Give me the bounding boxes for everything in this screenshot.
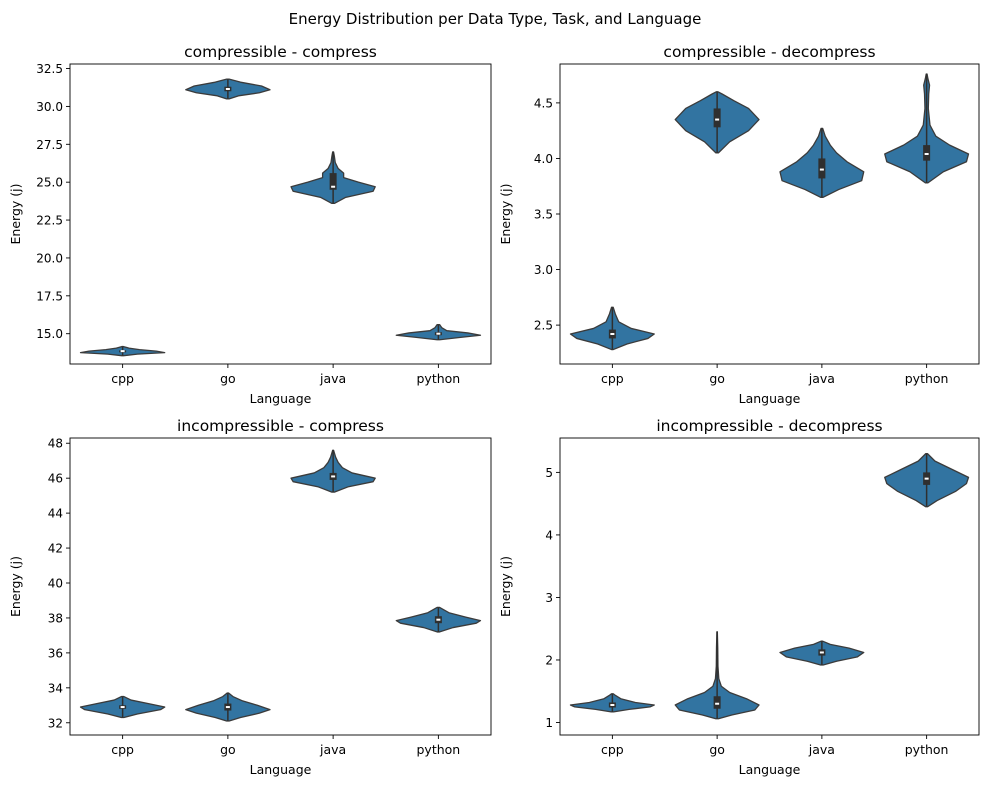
x-tick-label: go	[709, 742, 725, 757]
median-marker-cpp	[120, 350, 125, 353]
y-tick-label: 38	[48, 611, 63, 625]
median-marker-python	[436, 332, 441, 335]
x-axis-label: Language	[739, 391, 801, 406]
x-tick-label: go	[709, 371, 725, 386]
subplot-incompressible-decompress: incompressible - decompress 1 2 3 4 5 Energy (…	[498, 417, 980, 777]
y-tick-label: 36	[48, 646, 63, 660]
x-tick-label: java	[319, 371, 346, 386]
iqr-box-java	[818, 158, 826, 179]
y-tick-label: 32	[48, 716, 63, 730]
subplot-title: incompressible - compress	[177, 417, 384, 435]
iqr-box-go	[713, 108, 721, 128]
subplot-compressible-decompress: compressible - decompress 2.5 3.0 3.5 4.0 4.5…	[498, 43, 980, 406]
median-marker-java	[331, 185, 336, 188]
x-tick-label: java	[808, 742, 835, 757]
y-tick-label: 48	[48, 437, 63, 451]
median-marker-cpp	[610, 333, 615, 335]
iqr-box-python	[923, 145, 931, 161]
y-tick-label: 44	[48, 507, 63, 521]
axes-frame	[559, 63, 980, 365]
median-marker-go	[715, 118, 720, 121]
y-tick-label: 4	[545, 528, 553, 542]
subplot-incompressible-compress: incompressible - compress 32 34 36 38 40 42 44 4…	[8, 417, 492, 777]
y-tick-label: 15.0	[36, 327, 63, 341]
median-marker-java	[819, 651, 824, 654]
y-axis-label: Energy (j)	[498, 556, 513, 617]
median-marker-cpp	[120, 706, 125, 709]
iqr-box-java	[329, 173, 337, 190]
axes-frame	[69, 437, 492, 736]
y-tick-label: 17.5	[36, 289, 63, 303]
subplot-title: incompressible - decompress	[656, 417, 882, 435]
x-tick-label: cpp	[111, 742, 134, 757]
y-tick-label: 32.5	[36, 62, 63, 76]
y-tick-label: 4.0	[534, 152, 553, 166]
median-marker-python	[436, 618, 441, 621]
y-tick-label: 2	[545, 653, 553, 667]
iqr-box-go	[713, 696, 721, 709]
y-axis-label: Energy (j)	[8, 184, 23, 245]
y-tick-label: 3	[545, 591, 553, 605]
x-tick-label: go	[220, 742, 236, 757]
median-marker-java	[331, 475, 336, 478]
subplot-compressible-compress: compressible - compress 15.0 17.5 20.0 22.5 2…	[8, 43, 492, 406]
y-tick-label: 4.5	[534, 96, 553, 110]
axes-frame	[559, 437, 980, 736]
x-tick-label: go	[220, 371, 236, 386]
x-tick-label: java	[808, 371, 835, 386]
y-tick-label: 30.0	[36, 100, 63, 114]
median-marker-go	[225, 88, 230, 90]
y-tick-label: 25.0	[36, 176, 63, 190]
y-tick-label: 20.0	[36, 251, 63, 265]
x-axis-label: Language	[250, 762, 312, 777]
x-tick-label: python	[905, 371, 949, 386]
median-marker-go	[225, 706, 230, 709]
figure-title: Energy Distribution per Data Type, Task,…	[289, 10, 702, 28]
x-tick-label: python	[417, 742, 461, 757]
x-axis-label: Language	[739, 762, 801, 777]
x-tick-label: python	[417, 371, 461, 386]
x-tick-label: java	[319, 742, 346, 757]
x-tick-label: cpp	[601, 742, 624, 757]
y-tick-label: 34	[48, 681, 63, 695]
median-marker-cpp	[610, 703, 615, 706]
subplot-title: compressible - compress	[184, 43, 377, 61]
median-marker-python	[924, 153, 929, 155]
y-tick-label: 27.5	[36, 138, 63, 152]
x-tick-label: python	[905, 742, 949, 757]
median-marker-java	[819, 168, 824, 171]
subplot-title: compressible - decompress	[663, 43, 875, 61]
y-tick-label: 46	[48, 472, 63, 486]
y-axis-label: Energy (j)	[498, 184, 513, 245]
y-tick-label: 2.5	[534, 319, 553, 333]
median-marker-go	[715, 702, 720, 705]
y-axis-label: Energy (j)	[8, 556, 23, 617]
x-tick-label: cpp	[601, 371, 624, 386]
y-tick-label: 1	[545, 716, 553, 730]
y-tick-label: 3.0	[534, 263, 553, 277]
y-tick-label: 22.5	[36, 214, 63, 228]
y-tick-label: 42	[48, 542, 63, 556]
median-marker-python	[924, 477, 929, 480]
x-tick-label: cpp	[111, 371, 134, 386]
x-axis-label: Language	[250, 391, 312, 406]
y-tick-label: 3.5	[534, 208, 553, 222]
y-tick-label: 5	[545, 466, 553, 480]
y-tick-label: 40	[48, 577, 63, 591]
axes-frame	[69, 63, 492, 365]
